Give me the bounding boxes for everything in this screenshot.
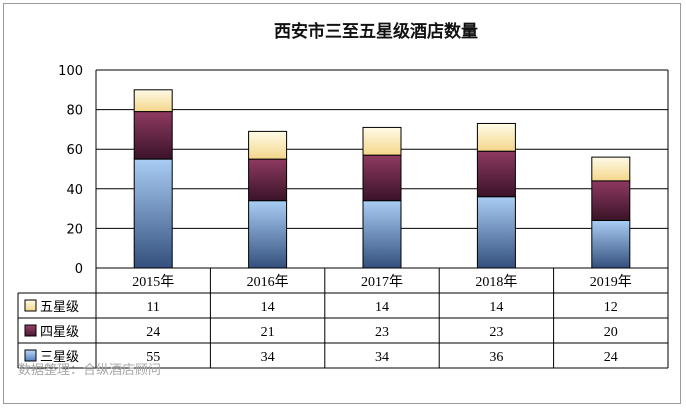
bar-segment	[362, 154, 402, 202]
data-label: 34	[375, 350, 389, 365]
bar-segment	[248, 130, 288, 160]
legend-label: 四星级	[40, 325, 79, 340]
legend-swatch	[24, 349, 37, 362]
source-note: 数据整理：合纵酒店顾问	[18, 363, 161, 378]
chart-title: 西安市三至五星级酒店数量	[274, 21, 478, 42]
data-label: 14	[261, 300, 275, 315]
x-category-label: 2016年	[247, 274, 289, 290]
bar-segment	[133, 111, 173, 160]
data-label: 23	[375, 325, 389, 340]
y-tick-label: 60	[66, 143, 83, 158]
data-label: 23	[489, 325, 503, 340]
bar-segment	[248, 158, 288, 202]
data-label: 34	[261, 350, 275, 365]
chart-frame	[3, 3, 681, 404]
data-label: 20	[604, 325, 618, 340]
legend-swatch	[24, 324, 37, 337]
y-axis-ticks: 0 20 40 60 80 100	[58, 64, 83, 277]
bar-segment	[591, 219, 631, 269]
x-category-label: 2017年	[361, 274, 403, 290]
x-category-label: 2018年	[475, 274, 517, 290]
bar-segment	[362, 126, 402, 156]
legend-swatch	[24, 299, 37, 312]
x-category-label: 2015年	[132, 274, 174, 290]
data-label: 21	[261, 325, 275, 340]
bar-segment	[591, 156, 631, 182]
y-tick-label: 40	[66, 183, 83, 198]
bar-segment	[362, 200, 402, 269]
data-label: 11	[146, 300, 159, 315]
data-label: 24	[146, 325, 160, 340]
x-category-label: 2019年	[590, 274, 632, 290]
bars	[133, 89, 631, 269]
y-tick-label: 0	[75, 262, 83, 277]
bar-segment	[476, 122, 516, 152]
bar-segment	[248, 200, 288, 269]
bar-segment	[133, 158, 173, 269]
bar-segment	[476, 196, 516, 269]
data-label: 55	[146, 350, 160, 365]
y-tick-label: 20	[66, 222, 83, 237]
data-label: 24	[604, 350, 618, 365]
data-label: 36	[489, 350, 503, 365]
bar-segment	[591, 180, 631, 221]
bar-segment	[476, 150, 516, 198]
legend-label: 三星级	[40, 350, 79, 365]
y-tick-label: 100	[58, 64, 83, 79]
y-tick-label: 80	[66, 104, 83, 119]
legend-label: 五星级	[40, 300, 79, 315]
bar-segment	[133, 89, 173, 113]
data-label: 12	[604, 300, 618, 315]
data-label: 14	[375, 300, 389, 315]
gridlines	[95, 69, 669, 269]
data-label: 14	[489, 300, 503, 315]
